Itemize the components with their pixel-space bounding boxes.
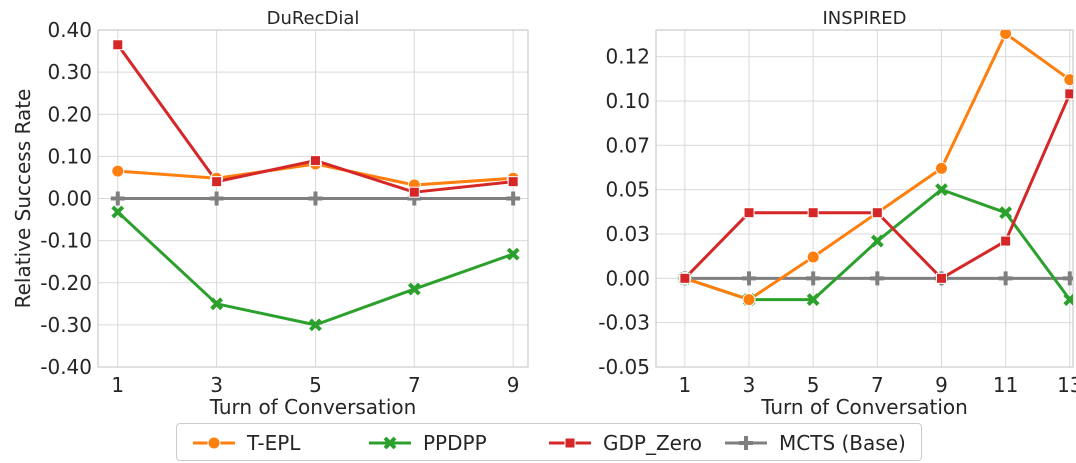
data-point <box>308 191 323 206</box>
y-tick-label: -0.20 <box>40 271 92 295</box>
data-point <box>1064 88 1073 100</box>
legend-label: MCTS (Base) <box>779 431 906 455</box>
y-tick-label: -0.30 <box>40 313 92 337</box>
y-tick-label: -0.40 <box>40 355 92 379</box>
legend-item-ppdpp: PPDPP <box>367 424 487 462</box>
x-tick-label: 1 <box>111 373 124 397</box>
x-tick-label: 3 <box>210 373 223 397</box>
y-tick-label: 0.10 <box>605 89 650 113</box>
data-point <box>309 318 322 332</box>
data-point <box>1063 293 1073 307</box>
data-point <box>806 293 820 307</box>
x-tick-label: 3 <box>743 373 756 397</box>
y-tick-label: 0.05 <box>605 178 650 202</box>
data-point <box>870 271 885 286</box>
y-tick-label: 0.12 <box>605 45 650 69</box>
data-point <box>111 164 125 178</box>
x-tick-label: 9 <box>507 373 520 397</box>
data-point <box>935 183 948 197</box>
data-point <box>742 271 757 286</box>
data-point <box>742 293 756 307</box>
data-point <box>209 191 224 206</box>
legend-item-mcts-base: MCTS (Base) <box>723 424 906 462</box>
legend: T-EPL PPDPP GDP_Zero MCTS (Base) <box>176 423 922 461</box>
data-point <box>111 205 125 219</box>
data-point <box>998 271 1013 286</box>
data-point <box>871 207 883 219</box>
data-point <box>506 247 520 261</box>
legend-marker-plus-icon <box>725 436 767 450</box>
chart-panel-0: -0.40 -0.30 -0.20 -0.10 0.00 0.10 0.20 0.30 0.40… <box>11 8 529 419</box>
data-point <box>934 161 948 175</box>
y-tick-label: 0.40 <box>47 18 92 42</box>
y-tick-label: -0.03 <box>598 311 650 335</box>
data-point <box>112 39 124 51</box>
plot-frame <box>97 29 529 368</box>
data-point <box>999 206 1013 220</box>
data-point <box>679 272 691 284</box>
data-point <box>210 297 224 311</box>
y-tick-label: 0.00 <box>605 266 650 290</box>
data-point <box>999 30 1013 41</box>
data-point <box>870 234 884 248</box>
legend-item-t-epl: T-EPL <box>191 424 300 462</box>
x-axis-label: Turn of Conversation <box>760 395 968 419</box>
x-tick-label: 7 <box>408 373 421 397</box>
y-tick-label: 0.07 <box>605 133 650 157</box>
y-tick-label: -0.05 <box>598 355 650 379</box>
data-point <box>1062 271 1073 286</box>
data-point <box>110 191 125 206</box>
data-point <box>507 176 519 188</box>
chart-title: INSPIRED <box>822 8 906 29</box>
y-tick-label: 0.10 <box>47 144 92 168</box>
data-point <box>407 282 421 296</box>
y-tick-label: -0.10 <box>40 229 92 253</box>
legend-label: T-EPL <box>247 431 301 455</box>
legend-marker-x-icon <box>369 436 411 450</box>
x-axis-label: Turn of Conversation <box>209 395 417 419</box>
data-point <box>1063 73 1073 87</box>
data-point <box>743 207 755 219</box>
data-point <box>806 271 821 286</box>
data-point <box>806 250 820 264</box>
plot-frame <box>655 29 1074 368</box>
y-axis-label: Relative Success Rate <box>11 89 35 309</box>
series-group <box>677 30 1073 307</box>
y-tick-label: 0.00 <box>47 187 92 211</box>
data-point <box>309 155 321 167</box>
y-tick-label: 0.03 <box>605 222 650 246</box>
x-tick-label: 9 <box>935 373 948 397</box>
series-group <box>110 39 521 332</box>
data-point <box>506 191 521 206</box>
chart-panel-1: -0.05-0.030.000.030.050.070.100.121 3 5 7 9 1… <box>598 8 1076 419</box>
y-tick-label: 0.30 <box>47 60 92 84</box>
x-tick-label: 11 <box>993 373 1018 397</box>
y-tick-label: 0.20 <box>47 102 92 126</box>
data-point <box>211 176 223 188</box>
data-point <box>1000 235 1012 247</box>
x-tick-label: 5 <box>807 373 820 397</box>
x-tick-label: 1 <box>679 373 692 397</box>
data-point <box>408 186 420 198</box>
x-tick-label: 5 <box>309 373 322 397</box>
legend-label: GDP_Zero <box>603 431 702 455</box>
chart-title: DuRecDial <box>267 8 360 29</box>
legend-item-gdp-zero: GDP_Zero <box>547 424 702 462</box>
legend-marker-circle-icon <box>193 436 235 450</box>
x-tick-label: 7 <box>871 373 884 397</box>
x-tick-label: 13 <box>1057 373 1076 397</box>
data-point <box>807 207 819 219</box>
legend-marker-square-icon <box>549 437 591 449</box>
legend-label: PPDPP <box>423 431 487 455</box>
data-point <box>935 272 947 284</box>
